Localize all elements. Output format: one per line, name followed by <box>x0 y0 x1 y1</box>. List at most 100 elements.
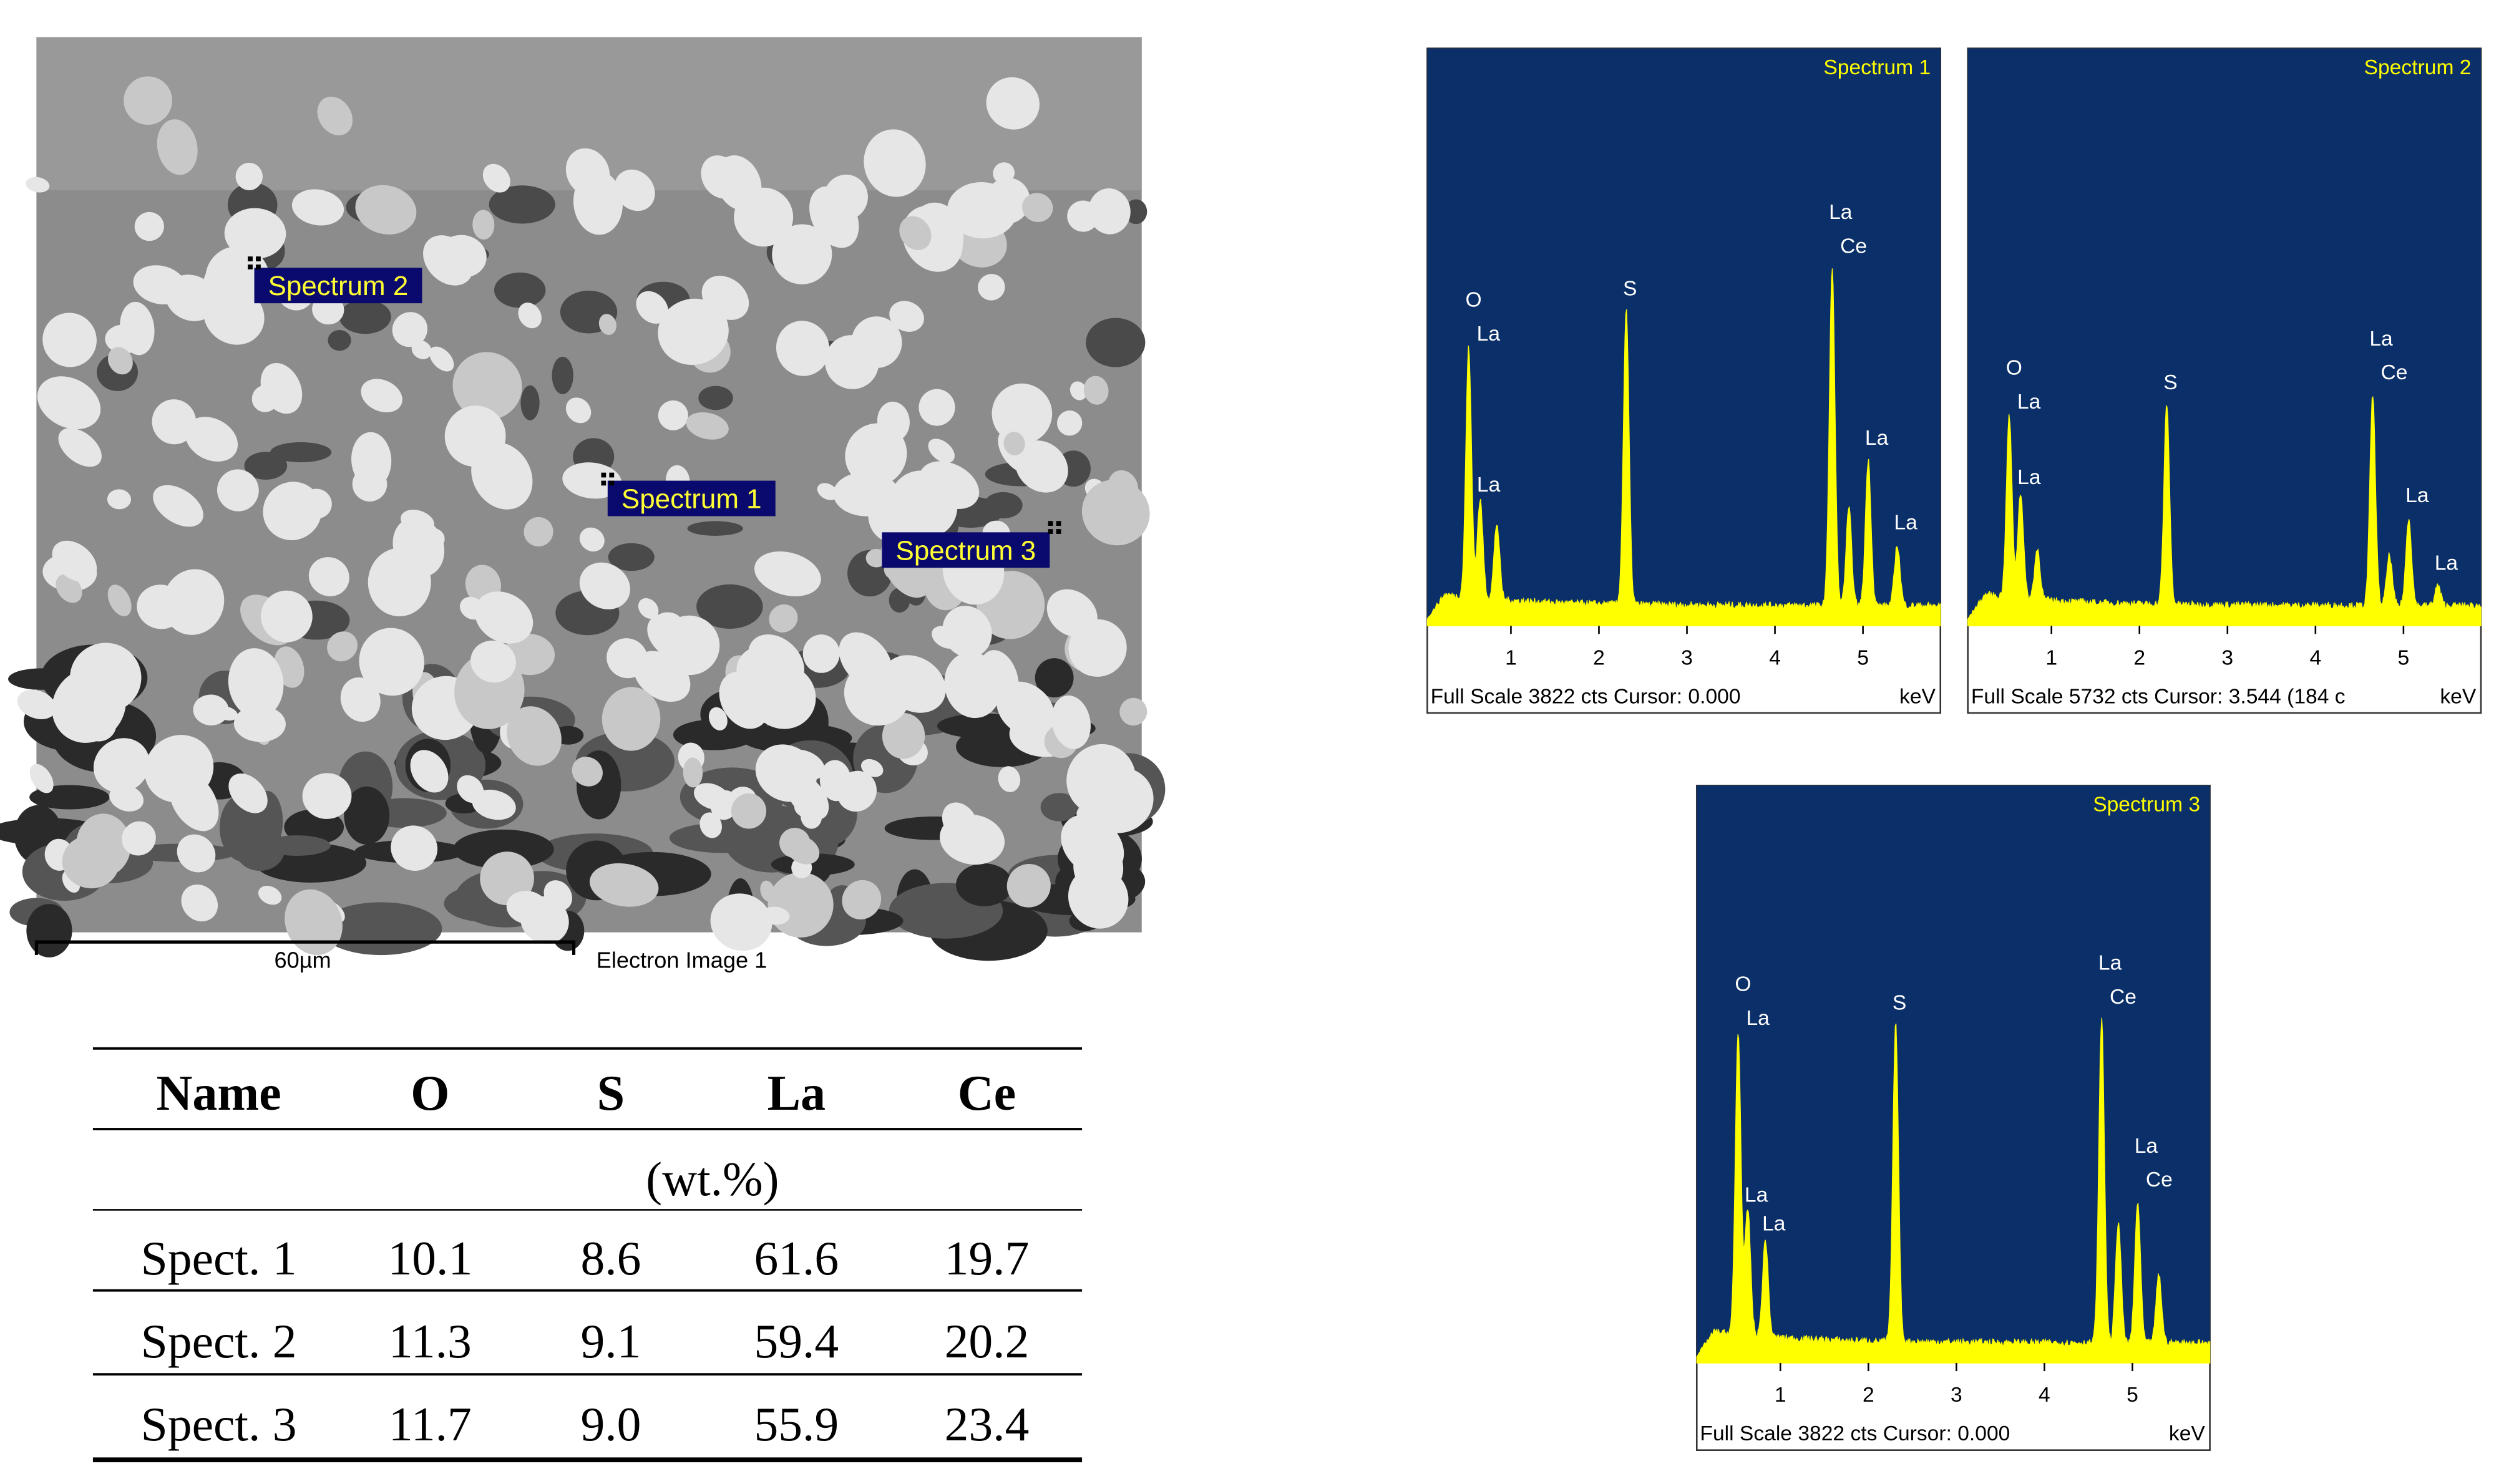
peak-label: Ce <box>2110 986 2137 1009</box>
table-unit: (wt.%) <box>646 1152 779 1206</box>
particle <box>754 551 821 596</box>
x-tick-label: 2 <box>1863 1384 1874 1407</box>
table-cell: 55.9 <box>754 1397 839 1451</box>
particle <box>340 677 381 722</box>
particle <box>985 178 1030 224</box>
spectrum-tag-box <box>882 532 1050 568</box>
particle <box>824 174 868 220</box>
table-cell: 9.0 <box>581 1397 641 1451</box>
particle <box>93 738 150 793</box>
particle <box>56 574 82 603</box>
particle <box>598 314 616 335</box>
peak-label: O <box>2006 357 2022 380</box>
spot-marker <box>601 480 607 486</box>
dark-patch <box>698 386 733 410</box>
peak-label: La <box>2405 484 2429 507</box>
particle <box>734 187 794 247</box>
spot-marker <box>1048 529 1053 534</box>
particle <box>565 397 592 424</box>
table-header: S <box>597 1066 625 1121</box>
table-header: La <box>767 1066 826 1121</box>
spot-marker <box>1056 521 1061 526</box>
particle <box>185 417 238 462</box>
particle <box>996 681 1055 737</box>
particle <box>153 485 203 527</box>
x-tick-label: 3 <box>1681 646 1693 669</box>
particle <box>1068 866 1129 929</box>
table-cell: 19.7 <box>945 1231 1030 1285</box>
particle <box>647 614 701 662</box>
x-unit: keV <box>2169 1422 2205 1445</box>
spot-marker <box>256 264 261 269</box>
particle <box>794 802 816 818</box>
particle <box>258 885 282 905</box>
peak-label: Ce <box>2146 1168 2173 1191</box>
peak-label: S <box>1893 992 1906 1015</box>
particle <box>37 376 101 430</box>
particle <box>452 352 522 420</box>
particle <box>107 489 131 510</box>
x-tick-label: 5 <box>1857 646 1869 669</box>
particle <box>572 757 603 787</box>
particle <box>181 884 218 922</box>
particle <box>928 439 955 463</box>
scale-bar <box>34 940 576 955</box>
peak-label: La <box>1829 201 1853 224</box>
peak-label: O <box>1466 289 1482 312</box>
table-cell: 8.6 <box>581 1231 641 1285</box>
table-header: O <box>411 1066 449 1121</box>
particle <box>359 628 424 696</box>
particle <box>1086 767 1154 833</box>
peak-label: La <box>2135 1135 2158 1158</box>
particle <box>786 835 820 865</box>
dark-patch <box>983 492 1023 519</box>
dark-patch <box>552 356 573 394</box>
particle <box>889 301 924 332</box>
spectrum-tag-box <box>607 480 776 516</box>
particle <box>899 216 932 250</box>
particle <box>1119 697 1147 726</box>
particle <box>842 880 882 919</box>
particle <box>70 643 142 713</box>
table-cell: 61.6 <box>754 1231 839 1285</box>
spot-marker <box>1048 521 1053 526</box>
spot-marker <box>248 256 253 261</box>
particle <box>144 735 214 803</box>
x-tick-label: 2 <box>2133 646 2145 669</box>
dark-patch <box>1086 318 1146 367</box>
x-unit: keV <box>2440 685 2476 708</box>
particle <box>710 790 738 820</box>
particle <box>302 773 352 819</box>
dark-patch <box>453 829 554 869</box>
particle <box>352 467 387 502</box>
particle <box>507 706 562 766</box>
table-cell: 11.3 <box>389 1314 472 1368</box>
spectrum-tag: Spectrum 1 <box>621 484 762 515</box>
dark-patch <box>1040 793 1078 822</box>
particle <box>543 880 573 911</box>
particle <box>1081 479 1150 546</box>
particle <box>134 211 164 241</box>
particle <box>1057 410 1083 436</box>
particle <box>877 401 910 442</box>
particle <box>162 569 225 635</box>
particle <box>1022 193 1053 222</box>
x-unit: keV <box>1899 685 1936 708</box>
particle <box>1069 381 1088 400</box>
spectrum-panel: O La La S La Ce La La Spectrum 2 1 2 3 4 5 Full Scale … <box>1967 47 2482 714</box>
particle <box>772 224 832 284</box>
particle <box>998 766 1021 792</box>
particle <box>864 129 926 197</box>
particle <box>327 631 358 662</box>
particle <box>844 661 911 726</box>
particle <box>986 77 1040 130</box>
table-cell: Spect. 3 <box>141 1397 297 1451</box>
particle <box>233 706 286 742</box>
x-tick-label: 4 <box>2309 646 2321 669</box>
particle <box>731 793 767 829</box>
particle <box>802 634 840 673</box>
plot-area <box>1697 785 2210 1364</box>
particle <box>472 789 516 820</box>
particle <box>474 591 534 644</box>
